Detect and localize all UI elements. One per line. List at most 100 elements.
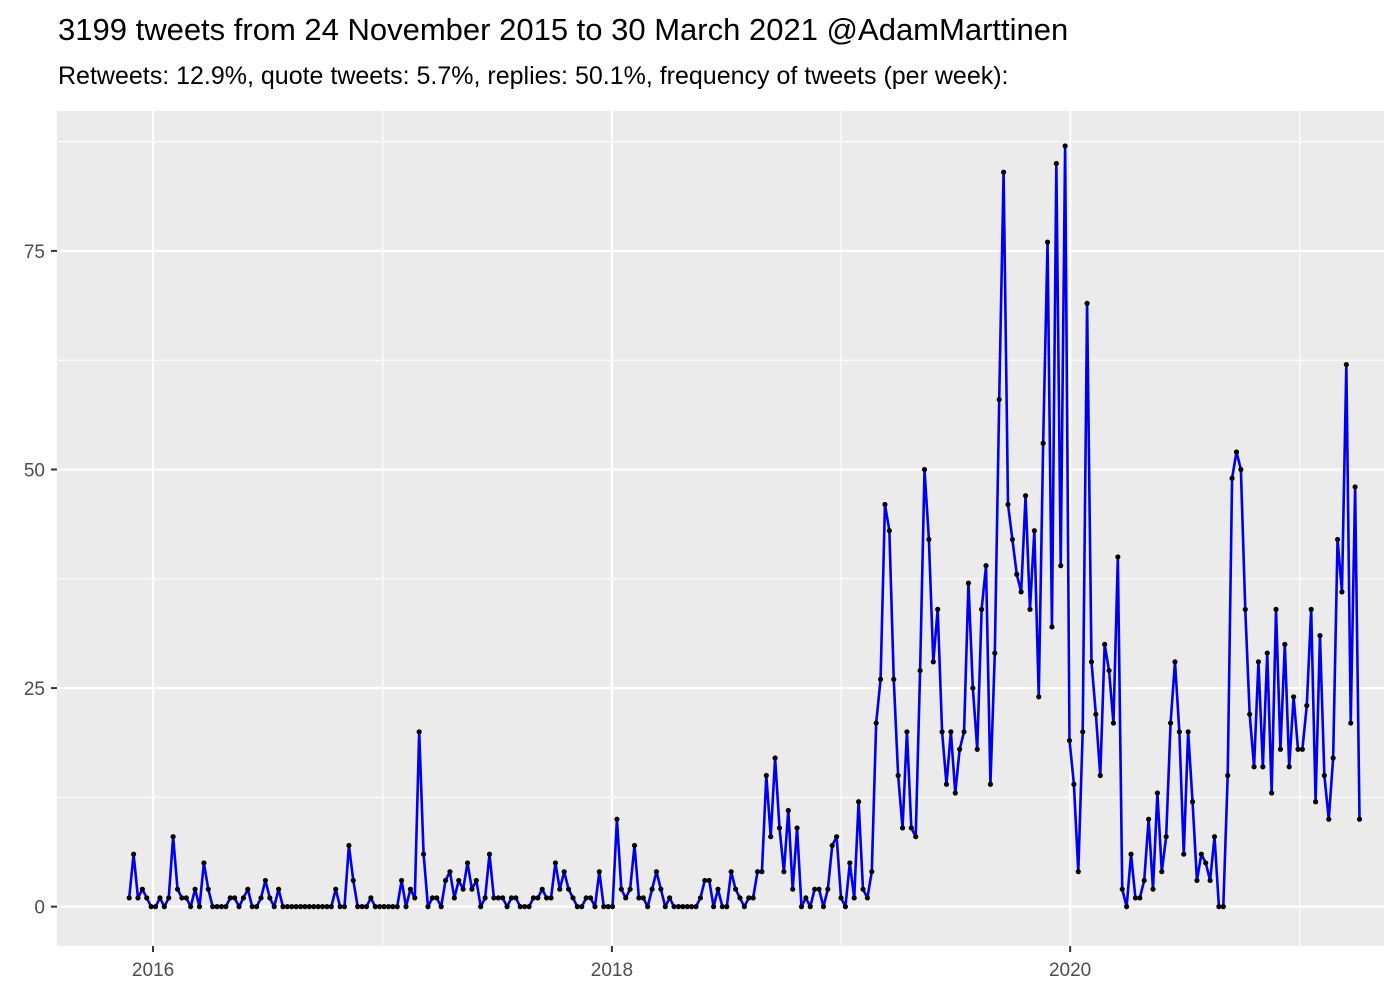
data-point-145: [763, 772, 769, 779]
data-point-47: [333, 886, 339, 892]
data-point-259: [1264, 650, 1270, 656]
data-point-212: [1058, 563, 1064, 569]
data-point-262: [1277, 746, 1284, 752]
data-point-220: [1093, 711, 1099, 717]
data-point-0: [126, 895, 132, 901]
data-point-148: [776, 825, 783, 831]
data-point-252: [1233, 449, 1240, 455]
data-point-238: [1172, 659, 1178, 665]
data-point-101: [570, 895, 576, 901]
data-point-9: [166, 895, 172, 901]
data-point-231: [1141, 877, 1147, 884]
data-point-54: [363, 904, 370, 910]
data-point-150: [785, 807, 791, 814]
data-point-181: [921, 466, 928, 473]
data-point-198: [996, 396, 1002, 403]
chart-title: 3199 tweets from 24 November 2015 to 30 …: [58, 12, 1069, 47]
data-point-178: [908, 825, 914, 831]
data-point-7: [157, 895, 163, 901]
data-point-57: [377, 904, 383, 910]
data-point-91: [526, 904, 532, 910]
data-point-253: [1238, 466, 1244, 473]
data-point-205: [1027, 606, 1033, 612]
chart-subtitle: Retweets: 12.9%, quote tweets: 5.7%, rep…: [58, 62, 1009, 90]
y-tick-label-0: 0: [34, 898, 45, 919]
data-point-216: [1075, 869, 1081, 875]
data-point-166: [856, 799, 862, 805]
data-point-18: [205, 886, 211, 892]
data-point-50: [346, 842, 352, 849]
data-point-8: [161, 904, 167, 910]
data-point-49: [341, 904, 348, 910]
data-point-260: [1269, 790, 1275, 796]
data-point-161: [834, 834, 840, 840]
data-point-11: [174, 886, 181, 892]
data-point-53: [359, 904, 365, 910]
data-point-21: [218, 904, 225, 910]
data-point-219: [1088, 659, 1095, 665]
data-point-92: [530, 895, 537, 901]
data-point-17: [201, 860, 207, 866]
data-point-119: [649, 886, 655, 892]
data-point-199: [1001, 169, 1007, 175]
data-point-13: [183, 895, 189, 901]
data-point-263: [1282, 641, 1288, 647]
data-point-270: [1312, 799, 1319, 805]
data-point-20: [214, 904, 220, 910]
data-point-126: [680, 904, 686, 910]
data-point-146: [768, 834, 774, 840]
data-point-254: [1242, 606, 1248, 612]
data-point-3: [139, 886, 145, 892]
data-point-258: [1260, 764, 1266, 770]
data-point-25: [236, 904, 242, 910]
data-point-96: [548, 895, 554, 901]
data-point-203: [1018, 589, 1024, 595]
data-point-153: [798, 904, 805, 910]
data-point-138: [732, 886, 739, 892]
data-point-35: [280, 904, 286, 910]
data-point-102: [574, 904, 580, 910]
data-point-248: [1216, 904, 1222, 910]
data-point-37: [289, 904, 295, 910]
data-point-95: [544, 895, 550, 901]
data-point-29: [254, 904, 260, 910]
data-point-157: [816, 886, 822, 892]
data-point-60: [390, 904, 396, 910]
data-point-149: [781, 869, 787, 875]
data-point-164: [847, 860, 853, 866]
data-point-97: [552, 860, 559, 866]
data-point-264: [1286, 764, 1292, 770]
data-point-130: [697, 895, 704, 901]
data-point-1: [130, 851, 137, 857]
data-point-242: [1189, 799, 1196, 805]
data-point-246: [1207, 877, 1213, 884]
data-point-226: [1119, 886, 1125, 892]
data-point-41: [306, 904, 312, 910]
data-point-44: [319, 904, 326, 910]
data-point-115: [631, 842, 638, 849]
data-point-40: [302, 904, 308, 910]
data-point-16: [196, 904, 203, 910]
data-point-222: [1102, 641, 1108, 647]
data-point-81: [482, 895, 488, 901]
data-point-169: [869, 869, 875, 875]
data-point-194: [979, 606, 985, 612]
data-point-136: [724, 904, 730, 910]
data-point-172: [882, 501, 888, 508]
data-point-244: [1198, 851, 1204, 857]
data-point-103: [579, 904, 585, 910]
data-point-228: [1128, 851, 1134, 857]
data-point-112: [618, 886, 624, 892]
data-point-12: [179, 895, 185, 901]
data-point-64: [407, 886, 414, 892]
data-point-186: [943, 781, 950, 787]
data-point-15: [192, 886, 198, 892]
data-point-38: [293, 904, 299, 910]
data-point-272: [1321, 772, 1327, 779]
data-point-6: [152, 904, 159, 910]
data-point-196: [987, 781, 994, 787]
y-axis: 0 25 50 75: [24, 242, 57, 919]
data-point-218: [1084, 300, 1090, 306]
data-point-237: [1167, 720, 1174, 726]
